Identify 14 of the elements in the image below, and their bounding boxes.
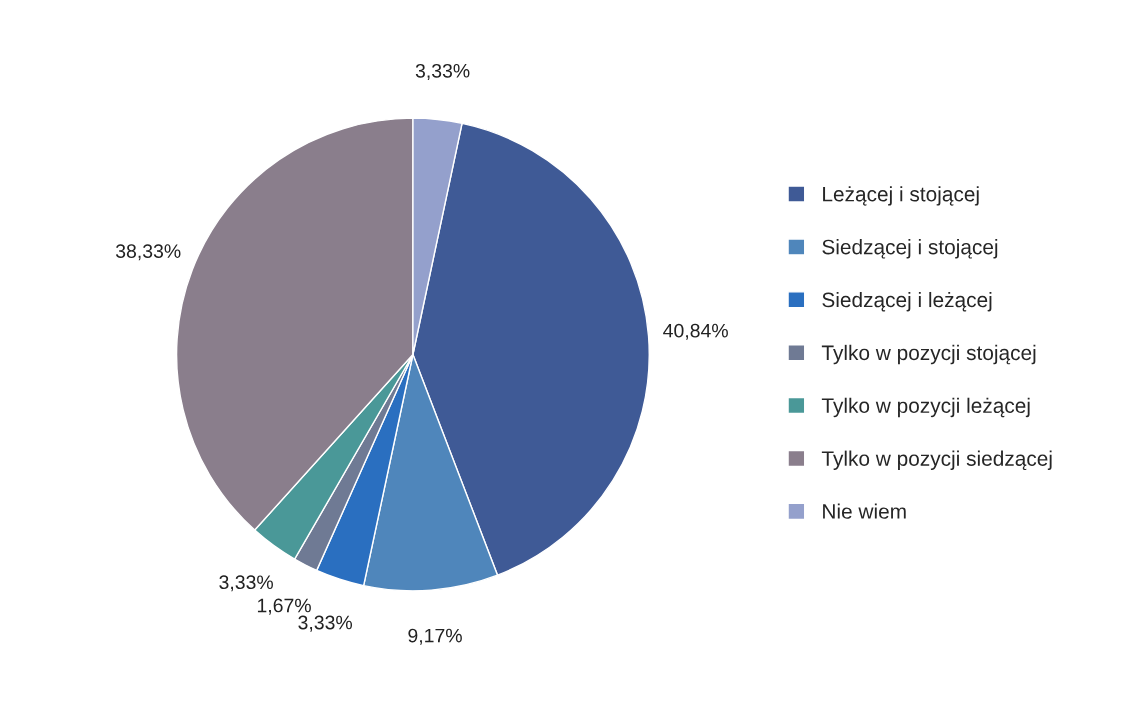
data-label: 40,84% (663, 323, 728, 340)
legend-label: Leżącej i stojącej (823, 186, 979, 206)
legend-label: Siedzącej i stojącej (822, 239, 998, 259)
data-label: 9,17% (408, 628, 462, 645)
legend-label: Nie wiem (823, 503, 906, 519)
legend-label: Tylko w pozycji siedzącej (821, 450, 1052, 471)
data-label: 3,33% (298, 615, 353, 632)
legend-label: Siedzącej i leżącej (822, 291, 992, 312)
data-label: 3,33% (219, 575, 273, 592)
data-label: 3,33% (415, 63, 470, 80)
legend-label: Tylko w pozycji stojącej (821, 344, 1036, 365)
legend-label: Tylko w pozycji leżącej (821, 397, 1030, 418)
data-label: 1,67% (257, 598, 311, 615)
data-label: 38,33% (115, 244, 181, 261)
